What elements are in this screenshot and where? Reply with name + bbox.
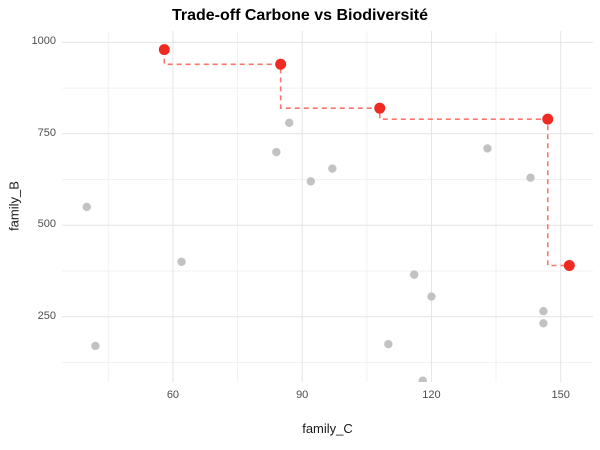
data-point	[384, 339, 393, 349]
pareto-point	[275, 58, 287, 70]
plot-canvas	[62, 31, 593, 382]
pareto-point	[542, 113, 554, 125]
data-point	[285, 118, 294, 128]
plot-title: Trade-off Carbone vs Biodiversité	[171, 7, 429, 24]
data-point	[177, 257, 186, 267]
x-tick-label: 150	[551, 389, 570, 401]
data-point	[306, 177, 316, 186]
y-tick-label: 500	[37, 218, 56, 231]
data-point	[483, 144, 492, 153]
data-point	[91, 341, 100, 351]
data-point	[539, 319, 548, 328]
data-point	[410, 270, 419, 279]
data-point	[418, 376, 428, 382]
x-tick-label: 60	[166, 389, 180, 401]
x-tick-label: 120	[422, 389, 441, 401]
data-point	[272, 147, 281, 157]
data-point	[328, 164, 337, 173]
y-tick-label: 1000	[31, 35, 56, 48]
plot-panel	[62, 31, 593, 382]
pareto-point	[158, 44, 170, 56]
x-axis-title: family_C	[302, 421, 353, 436]
data-point	[82, 202, 91, 212]
data-point	[526, 173, 535, 182]
data-point	[427, 292, 436, 301]
x-tick-label: 90	[296, 389, 309, 401]
data-point	[539, 307, 548, 316]
pareto-point	[563, 259, 575, 271]
y-tick-label: 750	[37, 126, 56, 139]
pareto-point	[374, 102, 386, 114]
y-tick-label: 250	[37, 309, 56, 322]
